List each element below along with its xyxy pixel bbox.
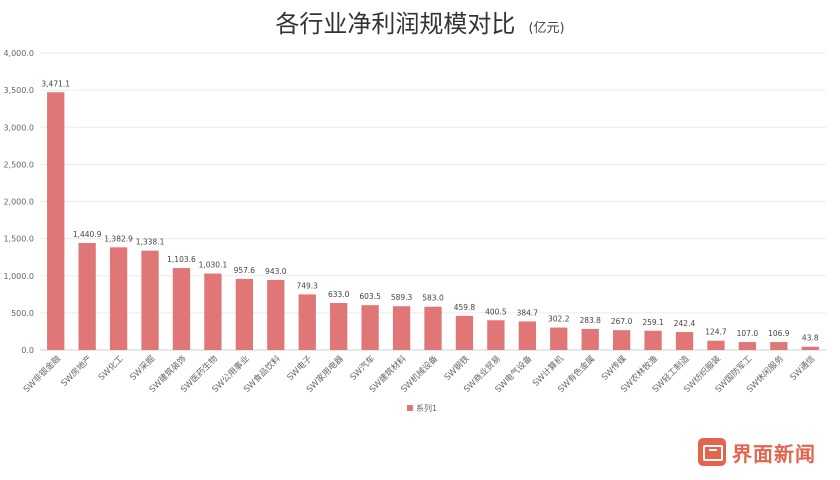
bar <box>47 92 65 351</box>
legend-label: 系列1 <box>416 403 437 413</box>
bar <box>361 305 379 350</box>
x-tick-label: SW汽车 <box>348 353 378 383</box>
bar <box>518 321 536 350</box>
bar <box>204 273 222 350</box>
x-tick-label: SW房地产 <box>59 353 95 389</box>
x-tick-label: SW传媒 <box>599 353 629 383</box>
bar <box>675 332 694 350</box>
jiemian-logo-icon <box>698 438 726 466</box>
y-tick-label: 0.0 <box>21 346 34 355</box>
data-label: 302.2 <box>548 315 570 324</box>
data-label: 3,471.1 <box>41 79 70 88</box>
bar <box>550 327 568 350</box>
bar <box>78 243 96 350</box>
data-label: 1,030.1 <box>199 261 228 270</box>
y-tick-label: 2,000.0 <box>3 198 34 207</box>
legend-swatch <box>407 405 413 411</box>
bar <box>612 330 631 350</box>
data-label: 242.4 <box>674 319 696 328</box>
bars <box>47 92 819 351</box>
x-tick-label: SW通信 <box>788 353 818 383</box>
chart-unit: (亿元) <box>528 21 564 36</box>
bar <box>581 328 599 350</box>
bar <box>109 247 128 350</box>
data-label: 43.8 <box>802 334 819 343</box>
y-tick-label: 3,500.0 <box>3 86 34 95</box>
data-label: 1,382.9 <box>104 234 133 243</box>
bar <box>738 342 757 350</box>
chart-title-text: 各行业净利润规模对比 <box>275 10 515 38</box>
data-label: 603.5 <box>359 292 381 301</box>
data-label: 106.9 <box>768 329 790 338</box>
bar <box>487 320 505 350</box>
y-tick-label: 2,500.0 <box>3 160 34 169</box>
data-label: 124.7 <box>705 328 727 337</box>
data-label: 1,440.9 <box>73 230 102 239</box>
data-label: 1,338.1 <box>136 238 165 247</box>
x-tick-label: SW非银金融 <box>21 353 63 395</box>
data-label: 283.8 <box>579 316 601 325</box>
x-tick-label: SW电子 <box>285 353 315 383</box>
bar <box>770 342 788 350</box>
gridlines <box>40 52 826 351</box>
data-label: 583.0 <box>422 294 444 303</box>
data-label: 749.3 <box>296 281 318 290</box>
bar <box>455 315 474 350</box>
bar <box>424 306 442 350</box>
data-label: 957.6 <box>234 266 256 275</box>
data-label: 267.0 <box>611 317 633 326</box>
legend: 系列1 <box>407 403 437 413</box>
data-label: 633.0 <box>328 290 350 299</box>
x-tick-label: SW化工 <box>96 353 126 383</box>
brand-logo: 界面新闻 <box>698 436 816 468</box>
data-label: 259.1 <box>642 318 664 327</box>
x-tick-label: SW钢铁 <box>442 353 472 383</box>
x-tick-label: SW采掘 <box>128 353 158 383</box>
bar <box>172 268 191 350</box>
chart-title: 各行业净利润规模对比 (亿元) <box>275 10 564 38</box>
bar <box>235 278 254 350</box>
data-label: 943.0 <box>265 267 287 276</box>
data-label: 1,103.6 <box>167 255 196 264</box>
bar <box>392 306 411 350</box>
bar <box>801 346 819 350</box>
bar <box>267 279 285 350</box>
y-tick-label: 500.0 <box>11 309 34 318</box>
data-label: 459.8 <box>454 303 476 312</box>
bar <box>298 294 316 350</box>
data-labels: 3,471.1 1,440.9 1,382.9 1,338.11,103.61,030… <box>41 79 818 342</box>
data-label: 589.3 <box>391 293 413 302</box>
y-axis: 0.0 500.0 1,000.0 1,500.0 2,000.0 2,500.0 3,00… <box>3 49 34 355</box>
brand-name: 界面新闻 <box>732 441 816 466</box>
y-tick-label: 1,500.0 <box>3 235 34 244</box>
bar <box>707 340 725 350</box>
data-label: 384.7 <box>517 308 539 317</box>
y-tick-label: 1,000.0 <box>3 272 34 281</box>
data-label: 107.0 <box>737 329 759 338</box>
bar <box>644 330 662 350</box>
bar <box>330 302 348 350</box>
y-tick-label: 3,000.0 <box>3 123 34 132</box>
data-label: 400.5 <box>485 307 507 316</box>
y-tick-label: 4,000.0 <box>3 49 34 58</box>
bar <box>141 250 159 350</box>
